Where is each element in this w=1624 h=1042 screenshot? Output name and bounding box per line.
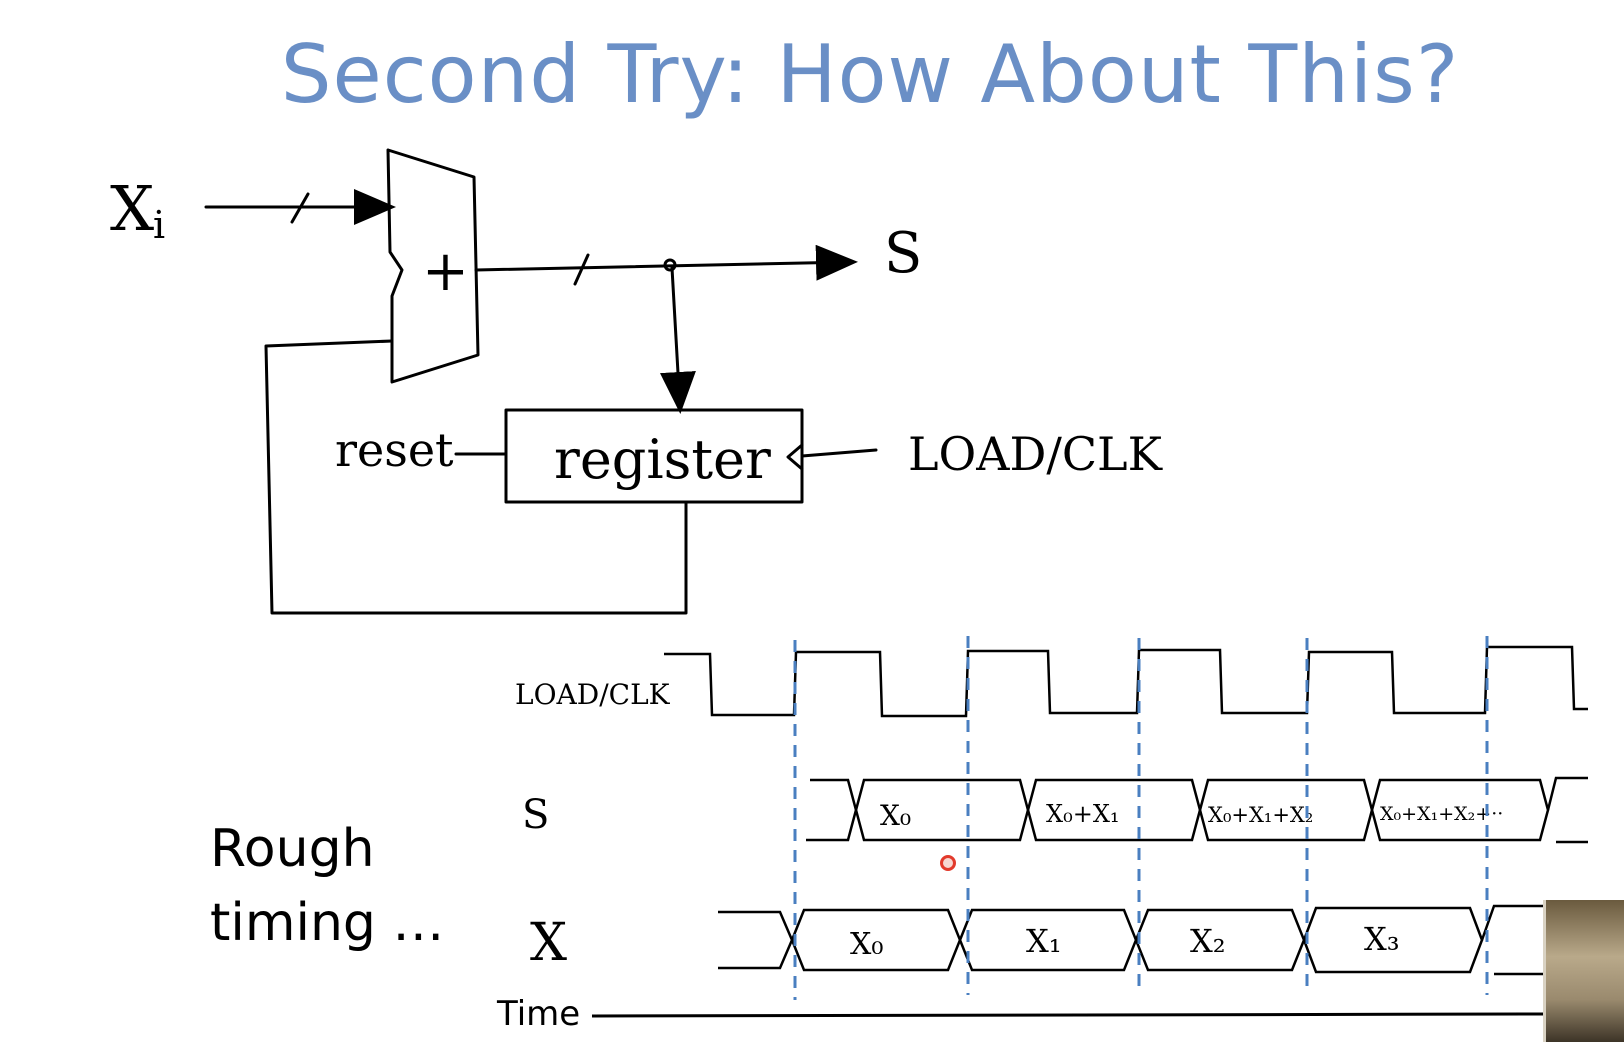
- time-axis: [591, 1012, 1546, 1018]
- adder-block: [386, 148, 480, 384]
- x-value: X₂: [1190, 922, 1226, 960]
- bus-slash: [290, 192, 310, 224]
- x-waveform: [718, 904, 1545, 976]
- x-value: X₃: [1364, 920, 1400, 958]
- x-value: X₀: [850, 927, 883, 962]
- clock-triangle: [786, 443, 804, 471]
- s-value: X₀: [880, 799, 911, 832]
- side-note-line: Rough: [210, 819, 375, 879]
- clock-edge-guides: [793, 636, 1489, 1000]
- input-subscript: i: [153, 203, 165, 247]
- adder-symbol: +: [422, 239, 469, 304]
- x-value: X₁: [1026, 922, 1062, 960]
- output-label: S: [884, 221, 922, 286]
- s-value: X₀+X₁+X₂: [1208, 803, 1313, 827]
- side-note: Rough timing …: [210, 812, 450, 960]
- side-note-line: timing …: [210, 893, 445, 953]
- clock-wire: [800, 448, 878, 458]
- s-waveform: [806, 776, 1588, 844]
- clock-label: LOAD/CLK: [908, 427, 1164, 481]
- clock-waveform: [664, 645, 1588, 718]
- s-value: X₀+X₁: [1046, 800, 1120, 828]
- register-label: register: [554, 428, 771, 491]
- reset-label: reset: [335, 423, 454, 477]
- timing-s-label: S: [522, 792, 549, 838]
- presenter-video-thumbnail: [1543, 900, 1624, 1042]
- timing-x-label: X: [530, 913, 567, 973]
- time-axis-label: Time: [497, 994, 581, 1034]
- feed-wire: [659, 266, 696, 414]
- laser-pointer-dot: [940, 855, 956, 871]
- feedback-wire: [264, 339, 688, 615]
- bus-slash: [573, 253, 590, 286]
- junction-dot: [663, 258, 677, 272]
- input-label: X: [110, 172, 154, 245]
- timing-clk-label: LOAD/CLK: [515, 678, 671, 711]
- slide-title: Second Try: How About This?: [280, 28, 1460, 121]
- s-value: X₀+X₁+X₂+··: [1380, 803, 1503, 825]
